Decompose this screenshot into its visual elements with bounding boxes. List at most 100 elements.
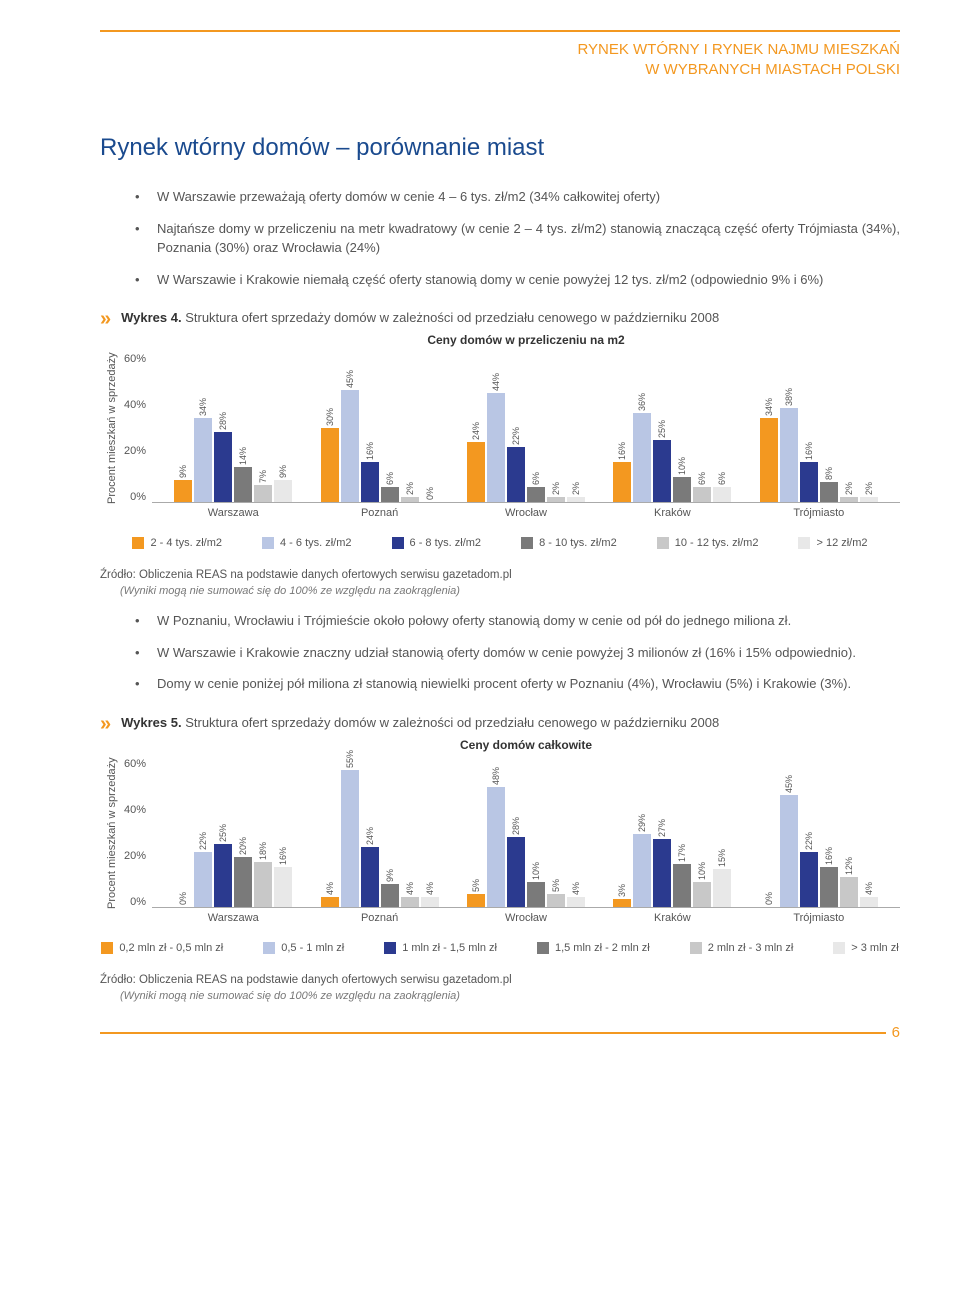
bar: 30% [321, 428, 339, 503]
legend-swatch [101, 942, 113, 954]
legend-label: 2 - 4 tys. zł/m2 [150, 537, 222, 549]
bar-value-label: 12% [844, 857, 854, 877]
legend-swatch [798, 537, 810, 549]
x-tick: Trójmiasto [746, 507, 892, 519]
y-tick: 0% [130, 896, 146, 908]
bar: 2% [401, 497, 419, 502]
legend-label: > 3 mln zł [851, 942, 898, 954]
bar: 2% [567, 497, 585, 502]
bullet-item: W Warszawie i Krakowie znaczny udział st… [135, 643, 900, 663]
bar-value-label: 44% [491, 373, 501, 393]
bullet-item: Najtańsze domy w przeliczeniu na metr kw… [135, 219, 900, 258]
bar-group: 0%22%25%20%18%16% [174, 758, 292, 907]
chart-4-legend: 2 - 4 tys. zł/m24 - 6 tys. zł/m26 - 8 ty… [100, 537, 900, 549]
legend-swatch [690, 942, 702, 954]
y-tick: 60% [124, 758, 146, 770]
bar-value-label: 16% [365, 442, 375, 462]
legend-swatch [384, 942, 396, 954]
bullet-item: W Warszawie przeważają oferty domów w ce… [135, 187, 900, 207]
legend-swatch [833, 942, 845, 954]
bar-value-label: 28% [218, 412, 228, 432]
bar-value-label: 4% [571, 882, 581, 897]
bar-value-label: 2% [844, 482, 854, 497]
bar-value-label: 25% [657, 420, 667, 440]
bar-value-label: 6% [531, 472, 541, 487]
bar-group: 9%34%28%14%7%9% [174, 353, 292, 502]
legend-swatch [262, 537, 274, 549]
legend-item: 8 - 10 tys. zł/m2 [521, 537, 617, 549]
chart-5-plot: 0%22%25%20%18%16%4%55%24%9%4%4%5%48%28%1… [152, 758, 900, 908]
chart-5-heading: » Wykres 5. Struktura ofert sprzedaży do… [100, 714, 900, 734]
bar: 16% [800, 462, 818, 502]
bar-value-label: 25% [218, 824, 228, 844]
bar-value-label: 10% [531, 862, 541, 882]
bar-value-label: 9% [278, 465, 288, 480]
bar: 22% [507, 447, 525, 502]
bar-value-label: 8% [824, 467, 834, 482]
y-tick: 20% [124, 850, 146, 862]
bar: 4% [321, 897, 339, 907]
bar: 10% [673, 477, 691, 502]
bar-value-label: 7% [258, 470, 268, 485]
x-tick: Poznań [306, 912, 452, 924]
legend-label: > 12 zł/m2 [816, 537, 867, 549]
legend-label: 1,5 mln zł - 2 mln zł [555, 942, 650, 954]
bar-group: 24%44%22%6%2%2% [467, 353, 585, 502]
bar-value-label: 10% [677, 457, 687, 477]
bar: 9% [174, 480, 192, 502]
chart-5-legend: 0,2 mln zł - 0,5 mln zł0,5 - 1 mln zł1 m… [100, 942, 900, 954]
chart-4-plot: 9%34%28%14%7%9%30%45%16%6%2%0%24%44%22%6… [152, 353, 900, 503]
bar-value-label: 9% [178, 465, 188, 480]
legend-item: > 3 mln zł [833, 942, 898, 954]
source-line-2: Źródło: Obliczenia REAS na podstawie dan… [100, 974, 900, 986]
bar: 9% [274, 480, 292, 502]
chart-4-title: Ceny domów w przeliczeniu na m2 [152, 333, 900, 347]
y-tick: 40% [124, 804, 146, 816]
legend-item: 0,2 mln zł - 0,5 mln zł [101, 942, 223, 954]
bar-value-label: 55% [345, 750, 355, 770]
bar: 3% [613, 899, 631, 906]
bar-group: 3%29%27%17%10%15% [613, 758, 731, 907]
bar-group: 0%45%22%16%12%4% [760, 758, 878, 907]
legend-swatch [657, 537, 669, 549]
bar-value-label: 24% [365, 827, 375, 847]
bar-group: 5%48%28%10%5%4% [467, 758, 585, 907]
bar-group: 30%45%16%6%2%0% [321, 353, 439, 502]
page-number: 6 [100, 1032, 900, 1038]
bar: 16% [361, 462, 379, 502]
x-tick: Wrocław [453, 912, 599, 924]
bar-value-label: 0% [178, 891, 188, 906]
bar: 6% [527, 487, 545, 502]
legend-label: 2 mln zł - 3 mln zł [708, 942, 794, 954]
legend-label: 0,2 mln zł - 0,5 mln zł [119, 942, 223, 954]
chart-5-heading-text: Struktura ofert sprzedaży domów w zależn… [185, 715, 719, 730]
chart-4-x-labels: WarszawaPoznańWrocławKrakówTrójmiasto [152, 507, 900, 519]
bar: 28% [214, 432, 232, 502]
bar: 8% [820, 482, 838, 502]
bar-value-label: 4% [864, 882, 874, 897]
legend-item: 0,5 - 1 mln zł [263, 942, 344, 954]
source-line-1: Źródło: Obliczenia REAS na podstawie dan… [100, 569, 900, 581]
legend-swatch [537, 942, 549, 954]
chart-4-heading-text: Struktura ofert sprzedaży domów w zależn… [185, 310, 719, 325]
bar-value-label: 5% [551, 879, 561, 894]
chart-4-heading: » Wykres 4. Struktura ofert sprzedaży do… [100, 309, 900, 329]
chart-5-title: Ceny domów całkowite [152, 738, 900, 752]
bar: 14% [234, 467, 252, 502]
bar-value-label: 27% [657, 819, 667, 839]
bar-value-label: 2% [864, 482, 874, 497]
bar: 34% [760, 418, 778, 502]
legend-label: 6 - 8 tys. zł/m2 [410, 537, 482, 549]
bar-value-label: 2% [551, 482, 561, 497]
bar-value-label: 22% [804, 832, 814, 852]
header-band: RYNEK WTÓRNY I RYNEK NAJMU MIESZKAŃ W WY… [100, 30, 900, 79]
bar: 10% [693, 882, 711, 907]
legend-item: 10 - 12 tys. zł/m2 [657, 537, 759, 549]
bar: 45% [341, 390, 359, 502]
bar: 16% [274, 867, 292, 907]
bar-value-label: 6% [385, 472, 395, 487]
legend-swatch [521, 537, 533, 549]
bar: 4% [567, 897, 585, 907]
chevron-icon: » [100, 309, 111, 329]
bar: 24% [361, 847, 379, 907]
